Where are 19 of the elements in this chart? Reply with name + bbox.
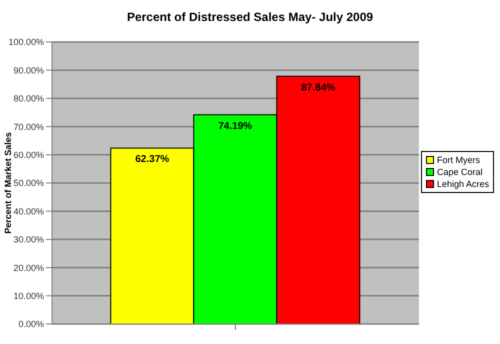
y-tick-label: 40.00%	[13, 206, 44, 216]
y-tick-label: 90.00%	[13, 65, 44, 76]
y-tick-label: 60.00%	[13, 150, 44, 160]
legend-label: Lehigh Acres	[436, 178, 489, 190]
data-label: 87.84%	[301, 82, 336, 94]
y-tick-label: 80.00%	[13, 94, 44, 104]
y-tick-label: 50.00%	[13, 178, 44, 188]
y-tick-label: 30.00%	[13, 234, 44, 245]
chart-title: Percent of Distressed Sales May- July 2009	[126, 10, 374, 24]
y-tick-label: 0.00%	[18, 319, 44, 330]
y-axis-title: Percent of Market Sales	[3, 132, 13, 234]
y-tick-label: 70.00%	[13, 122, 44, 132]
legend-label: Cape Coral	[436, 166, 482, 178]
y-tick-label: 100.00%	[8, 37, 44, 48]
legend-label: Fort Myers	[436, 154, 480, 166]
y-tick-label: 10.00%	[13, 290, 44, 301]
data-label: 74.19%	[218, 120, 252, 132]
data-label: 62.37%	[135, 154, 170, 166]
y-tick-label: 20.00%	[13, 262, 44, 273]
